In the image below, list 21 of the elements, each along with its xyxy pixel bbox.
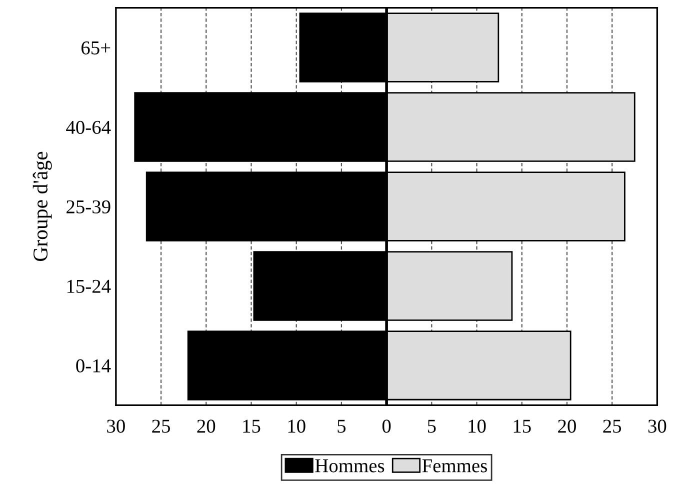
x-tick-label: 10 bbox=[468, 420, 486, 433]
x-tick-label: 20 bbox=[197, 420, 216, 433]
legend-label: Hommes bbox=[315, 459, 384, 472]
legend-label: Femmes bbox=[422, 459, 487, 472]
x-tick-label: 0 bbox=[382, 420, 391, 433]
y-tick-label: 25-39 bbox=[66, 200, 110, 214]
x-tick-label: 15 bbox=[243, 420, 260, 433]
y-tick-label: 65+ bbox=[82, 41, 110, 54]
x-tick-label: 25 bbox=[152, 420, 170, 433]
x-tick-label: 20 bbox=[558, 420, 576, 433]
x-tick-label: 30 bbox=[107, 420, 125, 433]
x-tick-label: 5 bbox=[338, 420, 346, 433]
y-tick-label: 15-24 bbox=[67, 280, 111, 293]
x-tick-label: 10 bbox=[288, 420, 306, 433]
y-axis-title: Groupe d'âge bbox=[32, 152, 52, 262]
x-tick-label: 15 bbox=[514, 420, 531, 433]
y-tick-label: 40-64 bbox=[66, 120, 111, 134]
x-tick-label: 30 bbox=[648, 420, 666, 433]
y-tick-label: 0-14 bbox=[76, 359, 111, 372]
x-tick-label: 25 bbox=[603, 420, 622, 433]
x-tick-label: 5 bbox=[428, 420, 436, 433]
